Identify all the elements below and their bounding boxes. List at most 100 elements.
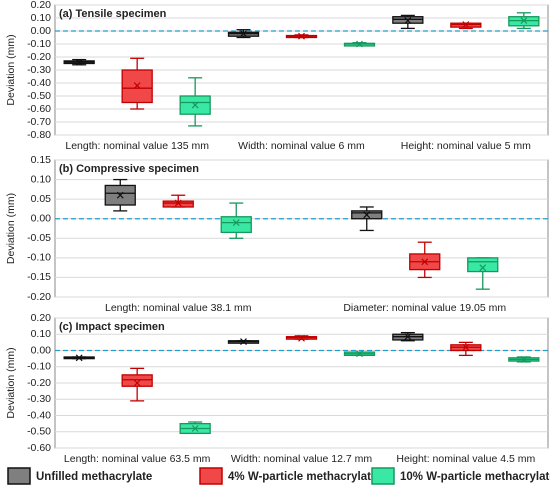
plot-area [54, 159, 549, 298]
mean-cross [298, 32, 305, 40]
box [220, 216, 252, 234]
y-tick-label: -0.10 [27, 361, 51, 373]
mean-marker [116, 191, 124, 199]
mean-cross [363, 211, 371, 219]
mean-cross [75, 354, 83, 362]
mean-marker [462, 343, 470, 351]
mean-cross [479, 264, 487, 272]
box-plot [220, 202, 252, 239]
legend-swatch [371, 467, 395, 485]
mean-cross [191, 425, 199, 432]
mean-marker [520, 17, 528, 25]
x-tick-label: Diameter: nominal value 19.05 mm [343, 302, 506, 314]
box-plot [343, 40, 376, 48]
mean-cross [520, 17, 528, 25]
box-plot [63, 354, 95, 362]
mean-marker [404, 17, 412, 25]
box-plot [343, 350, 376, 358]
y-tick-label: -0.40 [27, 77, 51, 89]
box-plot [508, 356, 540, 363]
x-tick-label: Length: nominal value 38.1 mm [105, 302, 252, 314]
mean-cross [404, 17, 412, 25]
y-tick-label: 0.20 [31, 0, 52, 11]
y-axis-label: Deviation (mm) [5, 347, 17, 418]
x-tick-label: Width: nominal value 12.7 mm [231, 453, 372, 465]
mean-cross [116, 191, 124, 199]
y-tick-label: -0.50 [27, 90, 51, 102]
y-tick-label: -0.15 [27, 271, 51, 283]
y-tick-label: -0.80 [27, 129, 51, 141]
y-tick-label: 0.00 [31, 212, 52, 224]
mean-marker [462, 21, 470, 28]
mean-marker [191, 101, 199, 109]
box-plot [450, 21, 482, 30]
mean-marker [232, 219, 240, 227]
panel-title: (b) Compressive specimen [59, 163, 199, 175]
box-plot [285, 32, 318, 40]
mean-marker [479, 264, 487, 272]
x-tick-label: Height: nominal value 5 mm [401, 140, 531, 152]
y-tick-label: -0.60 [27, 442, 51, 454]
box-plot [450, 341, 482, 357]
x-tick-label: Length: nominal value 63.5 mm [64, 453, 211, 465]
mean-marker [298, 32, 305, 40]
mean-cross [240, 338, 247, 345]
box-plot [227, 338, 260, 345]
mean-cross [191, 101, 199, 109]
y-tick-label: -0.10 [27, 252, 51, 264]
box-plot [121, 367, 153, 402]
box-plot [179, 421, 211, 435]
mean-cross [520, 356, 528, 363]
y-tick-label: -0.40 [27, 409, 51, 421]
box-plot [392, 14, 424, 30]
box-plot [121, 57, 153, 110]
y-axis-label: Deviation (mm) [5, 193, 17, 264]
y-tick-label: -0.30 [27, 393, 51, 405]
mean-cross [133, 379, 141, 387]
mean-marker [133, 82, 141, 90]
mean-marker [75, 354, 83, 362]
y-tick-label: -0.05 [27, 232, 51, 244]
mean-marker [133, 379, 141, 387]
legend-label: 4% W-particle methacrylate [228, 471, 377, 483]
y-axis-label: Deviation (mm) [5, 34, 17, 105]
x-tick-label: Length: nominal value 135 mm [65, 140, 209, 152]
y-tick-label: -0.30 [27, 64, 51, 76]
mean-cross [232, 219, 240, 227]
mean-marker [520, 356, 528, 363]
mean-cross [356, 40, 363, 48]
mean-marker [404, 333, 412, 341]
mean-marker [240, 338, 247, 345]
box [162, 200, 194, 208]
box-plot [467, 257, 499, 290]
box-plot [351, 206, 383, 232]
mean-cross [298, 334, 305, 342]
box-plot [162, 194, 194, 208]
y-tick-label: -0.20 [27, 291, 51, 303]
y-tick-label: 0.10 [31, 12, 52, 24]
mean-marker [363, 211, 371, 219]
mean-marker [421, 258, 429, 266]
panel-title: (c) Impact specimen [59, 321, 165, 333]
legend-label: Unfilled methacrylate [36, 471, 152, 483]
mean-marker [356, 350, 363, 358]
mean-marker [75, 58, 83, 66]
box-plot [63, 58, 95, 66]
box-plot [508, 12, 540, 30]
x-tick-label: Height: nominal value 4.5 mm [396, 453, 535, 465]
y-tick-label: -0.60 [27, 103, 51, 115]
box-plot [227, 29, 260, 39]
y-tick-label: 0.00 [31, 344, 52, 356]
mean-marker [298, 334, 305, 342]
x-tick-label: Width: nominal value 6 mm [238, 140, 365, 152]
y-tick-label: -0.50 [27, 426, 51, 438]
mean-cross [240, 30, 247, 38]
mean-cross [75, 58, 83, 66]
y-tick-label: -0.20 [27, 51, 51, 63]
y-tick-label: 0.10 [31, 173, 52, 185]
box-plot [104, 178, 136, 212]
y-tick-label: 0.05 [31, 193, 52, 205]
legend-swatch [199, 467, 223, 485]
legend-label: 10% W-particle methacrylate [400, 471, 550, 483]
